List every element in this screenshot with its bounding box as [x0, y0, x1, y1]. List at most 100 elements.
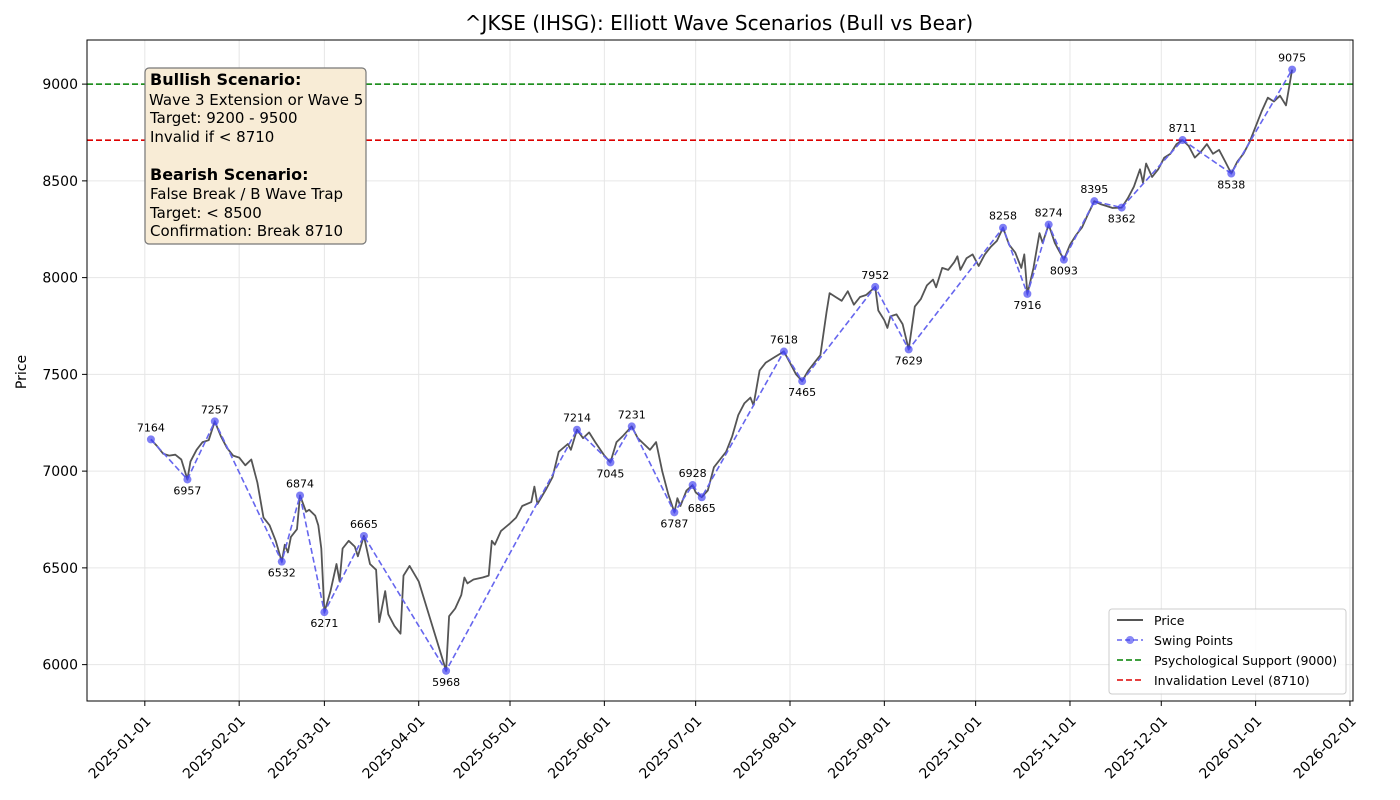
x-tick-label: 2025-03-01: [265, 713, 334, 782]
y-tick-label: 6500: [42, 561, 78, 577]
swing-point-label: 7045: [596, 467, 624, 480]
swing-point-label: 6928: [679, 467, 707, 480]
legend: Price Swing Points Psychological Support…: [1108, 608, 1347, 695]
swing-point: [697, 493, 706, 502]
x-tick-label: 2025-05-01: [451, 713, 520, 782]
swing-point-label: 6957: [173, 484, 201, 497]
swing-point-label: 7629: [895, 354, 923, 367]
y-tick-label: 7000: [42, 464, 78, 480]
legend-entry-invalidation: Invalidation Level (8710): [1154, 673, 1310, 688]
bear-scenario-line: Confirmation: Break 8710: [150, 222, 343, 240]
swing-point-label: 7916: [1013, 299, 1041, 312]
swing-point: [627, 422, 636, 431]
x-tick-label: 2025-02-01: [180, 713, 249, 782]
swing-point-label: 7952: [861, 269, 889, 282]
swing-point: [670, 508, 679, 517]
swing-point: [779, 347, 788, 356]
bear-scenario-line: False Break / B Wave Trap: [150, 185, 343, 203]
plot-frame: [86, 39, 1354, 702]
swing-point: [442, 666, 451, 675]
y-axis-label: Price: [14, 355, 30, 389]
swing-point-label: 8362: [1108, 213, 1136, 226]
y-tick-label: 9000: [42, 77, 78, 93]
x-tick-label: 2025-11-01: [1011, 713, 1080, 782]
swing-point-label: 8395: [1080, 183, 1108, 196]
y-tick-label: 8000: [42, 271, 78, 287]
swing-point: [1059, 255, 1068, 264]
swing-point-label: 6271: [310, 617, 338, 630]
swing-point-label: 8093: [1050, 265, 1078, 278]
y-tick-label: 6000: [42, 658, 78, 674]
y-tick-label: 8500: [42, 174, 78, 190]
swing-point: [1178, 136, 1187, 145]
swing-point: [798, 377, 807, 386]
swing-point: [1023, 289, 1032, 298]
x-tick-label: 2025-06-01: [545, 713, 614, 782]
y-tick-label: 7500: [42, 367, 78, 383]
swing-point: [904, 345, 913, 354]
swing-point-label: 6532: [268, 567, 296, 580]
swing-point-label: 8258: [989, 210, 1017, 223]
scenario-annotation: Bullish Scenario: Wave 3 Extension or Wa…: [144, 67, 367, 245]
swing-point: [183, 475, 192, 484]
swing-point: [1117, 203, 1126, 212]
swing-point: [1090, 197, 1099, 206]
swing-point-label: 8274: [1035, 207, 1063, 220]
legend-swatch-swing-marker: [1126, 636, 1134, 644]
swing-point-label: 5968: [432, 676, 460, 689]
chart-title: ^JKSE (IHSG): Elliott Wave Scenarios (Bu…: [465, 11, 973, 35]
x-tick-label: 2025-09-01: [825, 713, 894, 782]
swing-point: [1288, 65, 1297, 74]
swing-point: [1227, 169, 1236, 178]
x-tick-label: 2025-07-01: [637, 713, 706, 782]
legend-entry-swing-points: Swing Points: [1154, 633, 1233, 648]
bull-scenario-title: Bullish Scenario:: [150, 70, 301, 89]
bear-scenario-title: Bearish Scenario:: [150, 165, 309, 184]
bull-scenario-line: Target: 9200 - 9500: [149, 109, 298, 127]
swing-point: [296, 491, 305, 500]
swing-point-label: 8711: [1169, 122, 1197, 135]
x-tick-label: 2025-01-01: [86, 713, 155, 782]
swing-point: [999, 223, 1008, 232]
x-tick-label: 2025-04-01: [360, 713, 429, 782]
x-tick-label: 2025-12-01: [1102, 713, 1171, 782]
swing-point-label: 7618: [770, 334, 798, 347]
swing-point: [606, 458, 615, 467]
swing-point: [1044, 220, 1053, 229]
swing-point: [359, 531, 368, 540]
swing-point: [210, 417, 219, 426]
swing-series: [146, 65, 1297, 675]
bear-scenario-line: Target: < 8500: [149, 204, 262, 222]
legend-entry-price: Price: [1154, 613, 1185, 628]
swing-point: [871, 282, 880, 291]
x-tick-label: 2026-01-01: [1197, 713, 1266, 782]
swing-point-label: 7164: [137, 421, 165, 434]
swing-point: [320, 608, 329, 617]
swing-point-label: 6787: [660, 517, 688, 530]
swing-point: [688, 481, 697, 490]
swing-point-label: 6874: [286, 478, 314, 491]
swing-point: [277, 557, 286, 566]
swing-labels: 7164 6957 7257 6532 6874 6271 6665 5968 7214 7045…: [137, 52, 1306, 689]
x-tick-label: 2025-10-01: [917, 713, 986, 782]
swing-point-label: 7257: [201, 403, 229, 416]
swing-point-label: 9075: [1278, 52, 1306, 65]
swing-point-label: 8538: [1217, 179, 1245, 192]
swing-point: [146, 435, 155, 444]
x-tick-label: 2026-02-01: [1291, 713, 1360, 782]
annotation-background: [144, 67, 367, 245]
legend-entry-support: Psychological Support (9000): [1154, 653, 1337, 668]
swing-point-label: 6865: [688, 502, 716, 515]
swing-line: [150, 69, 1293, 673]
legend-frame: [1108, 608, 1347, 695]
bull-scenario-line: Wave 3 Extension or Wave 5: [149, 91, 363, 109]
swing-point-label: 7231: [618, 408, 646, 421]
swing-point-label: 7214: [563, 412, 591, 425]
x-tick-label: 2025-08-01: [731, 713, 800, 782]
swing-point-label: 6665: [350, 518, 378, 531]
swing-point-label: 7465: [788, 386, 816, 399]
bull-scenario-line: Invalid if < 8710: [150, 128, 274, 146]
swing-point: [572, 425, 581, 434]
